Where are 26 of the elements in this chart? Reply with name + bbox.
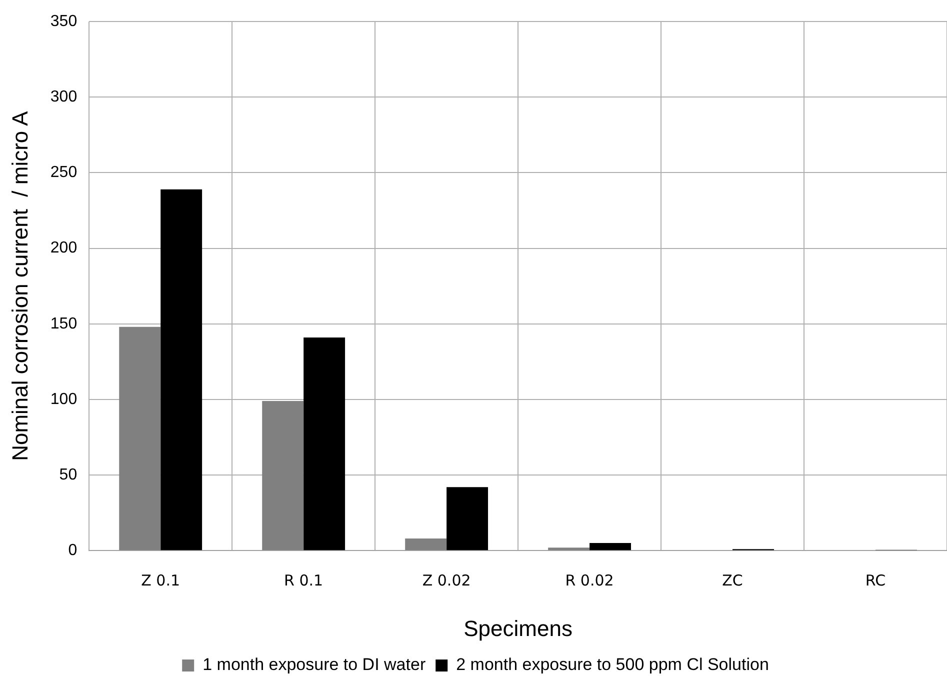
y-tick-label: 50 <box>59 466 78 484</box>
y-tick-label: 250 <box>50 164 78 182</box>
bar <box>262 400 304 550</box>
legend-label: 2 month exposure to 500 ppm Cl Solution <box>456 655 769 674</box>
y-tick-label: 0 <box>68 542 78 560</box>
bar <box>160 189 202 550</box>
x-tick-label: RC <box>865 571 886 590</box>
bar <box>405 538 447 550</box>
legend-label: 1 month exposure to DI water <box>202 655 426 674</box>
y-tick-label: 150 <box>50 315 78 332</box>
y-tick-label: 300 <box>50 88 78 106</box>
bar <box>446 487 488 550</box>
x-axis-title: Specimens <box>464 616 572 641</box>
y-axis-title: Nominal corrosion current / micro A <box>7 110 32 461</box>
bar <box>304 337 346 550</box>
x-tick-label: Z 0.02 <box>422 571 471 590</box>
x-tick-label: ZC <box>722 571 743 590</box>
x-tick-label: R 0.1 <box>284 571 324 590</box>
bar <box>548 548 590 550</box>
x-tick-label: R 0.02 <box>565 571 614 590</box>
y-tick-label: 100 <box>50 390 78 408</box>
y-tick-label: 200 <box>50 240 78 257</box>
bar <box>590 543 632 550</box>
bar <box>119 326 161 550</box>
y-tick-label: 350 <box>50 13 78 30</box>
x-tick-label: Z 0.1 <box>141 571 180 590</box>
